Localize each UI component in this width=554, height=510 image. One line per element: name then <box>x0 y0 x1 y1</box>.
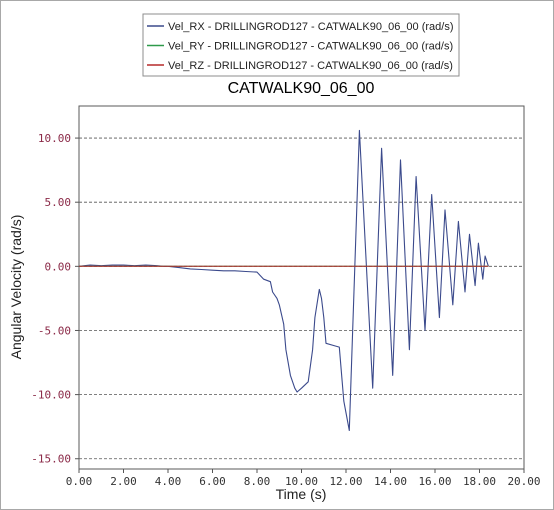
series-line-rx <box>78 129 489 432</box>
legend-label-rz: Vel_RZ - DRILLINGROD127 - CATWALK90_06_0… <box>168 60 453 72</box>
x-tick-label: 16.00 <box>418 475 451 488</box>
series-lines <box>78 129 489 432</box>
x-tick-label: 18.00 <box>463 475 496 488</box>
x-tick-label: 0.00 <box>66 475 93 488</box>
x-axis-label: Time (s) <box>276 486 327 502</box>
x-tick-label: 2.00 <box>110 475 137 488</box>
plot-area <box>78 105 525 470</box>
legend: Vel_RX - DRILLINGROD127 - CATWALK90_06_0… <box>142 13 460 77</box>
x-tick-label: 12.00 <box>329 475 362 488</box>
chart-title: CATWALK90_06_00 <box>228 80 375 97</box>
x-tick-label: 10.00 <box>285 475 318 488</box>
x-tick-label: 4.00 <box>155 475 182 488</box>
x-tick-label: 8.00 <box>244 475 271 488</box>
y-tick-label: -10.00 <box>31 389 71 402</box>
y-tick-label: 10.00 <box>38 132 71 145</box>
y-tick-label: 5.00 <box>45 196 72 209</box>
legend-box <box>142 13 460 77</box>
y-axis-label: Angular Velocity (rad/s) <box>8 215 24 360</box>
y-tick-label: -5.00 <box>38 324 71 337</box>
y-tick-label: 0.00 <box>45 260 72 273</box>
y-axis-ticks: 10.00 5.00 0.00 -5.00 -10.00 -15.00 <box>31 132 79 466</box>
y-tick-label: -15.00 <box>31 453 71 466</box>
x-tick-label: 20.00 <box>507 475 540 488</box>
x-tick-label: 6.00 <box>199 475 226 488</box>
x-tick-label: 14.00 <box>374 475 407 488</box>
legend-label-rx: Vel_RX - DRILLINGROD127 - CATWALK90_06_0… <box>168 21 454 33</box>
legend-label-ry: Vel_RY - DRILLINGROD127 - CATWALK90_06_0… <box>168 41 453 53</box>
x-axis-ticks: 0.00 2.00 4.00 6.00 8.00 10.00 12.00 14.00 16.00… <box>66 469 541 488</box>
